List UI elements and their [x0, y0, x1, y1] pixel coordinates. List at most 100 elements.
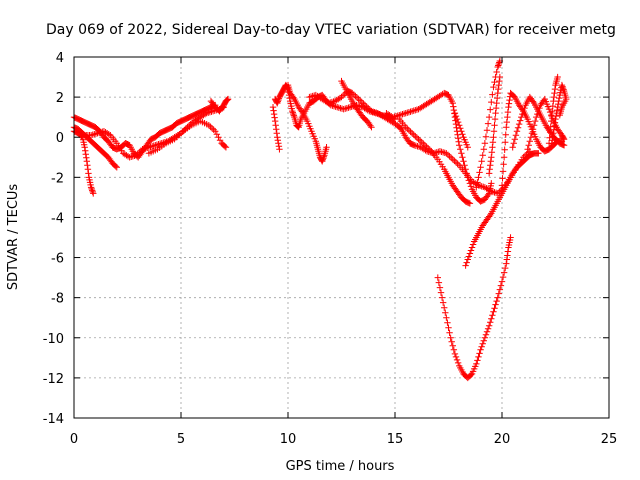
data-point: [435, 279, 443, 286]
data-point: [466, 180, 474, 187]
data-point: [477, 346, 484, 354]
data-point: [548, 111, 555, 119]
series-arc-14: [451, 109, 471, 151]
data-point: [458, 128, 465, 135]
data-point: [339, 92, 347, 99]
data-point: [506, 96, 513, 104]
data-point: [426, 146, 433, 153]
data-point: [481, 140, 489, 147]
axis-ticks: 0 5 10 15 20 25 -14 -12 -10 -8 -6 -4 -2 0 2 4: [43, 51, 618, 447]
data-point: [121, 151, 129, 158]
data-point: [193, 115, 201, 123]
data-point: [495, 60, 502, 68]
data-point: [319, 158, 326, 165]
data-point: [294, 123, 302, 130]
data-point: [452, 112, 460, 120]
data-point: [496, 188, 503, 196]
data-point: [400, 110, 408, 117]
data-point: [475, 353, 482, 361]
data-point: [423, 100, 430, 108]
data-point: [132, 152, 140, 159]
data-point: [306, 93, 313, 101]
data-point: [387, 117, 394, 125]
data-point: [487, 211, 494, 219]
data-point: [556, 94, 563, 102]
data-point: [513, 128, 521, 135]
data-point: [535, 107, 542, 115]
y-tick-label: -2: [51, 171, 64, 186]
data-point: [273, 126, 280, 133]
data-point: [389, 118, 396, 126]
data-point: [126, 154, 133, 161]
data-point: [394, 112, 401, 119]
data-point: [511, 136, 519, 143]
data-point: [333, 96, 340, 104]
data-point: [447, 154, 455, 161]
data-point: [445, 324, 452, 331]
data-point: [493, 94, 501, 102]
data-point: [499, 175, 506, 182]
data-point: [274, 134, 281, 141]
data-point: [558, 81, 566, 89]
data-point: [88, 185, 95, 193]
data-point: [494, 89, 501, 97]
data-point: [413, 134, 421, 141]
data-point: [408, 107, 416, 115]
data-point: [488, 154, 495, 161]
data-point: [391, 113, 398, 120]
data-point: [223, 96, 231, 104]
data-point: [480, 337, 488, 344]
data-point: [520, 107, 527, 115]
series-arc-23: [545, 73, 561, 147]
data-point: [273, 130, 280, 137]
series-arc-5: [145, 117, 230, 157]
data-point: [476, 350, 483, 357]
data-point: [312, 91, 320, 99]
y-tick-label: -8: [51, 292, 64, 307]
data-point: [463, 259, 470, 266]
data-point: [488, 149, 496, 156]
data-point: [551, 119, 559, 126]
data-point: [491, 115, 499, 123]
data-point: [120, 150, 127, 157]
data-point: [356, 102, 363, 110]
data-point: [317, 94, 324, 102]
data-point: [504, 252, 511, 259]
data-point: [503, 123, 510, 131]
data-point: [128, 153, 135, 160]
data-point: [462, 262, 469, 269]
data-point: [319, 156, 326, 163]
data-point: [439, 149, 447, 156]
data-point: [410, 107, 417, 114]
data-point: [271, 117, 279, 125]
data-point: [484, 325, 492, 332]
data-point: [491, 121, 498, 129]
data-point: [376, 110, 383, 118]
data-point: [345, 104, 352, 111]
data-point: [550, 93, 558, 101]
data-point: [429, 96, 437, 104]
data-point: [276, 146, 283, 153]
data-point: [270, 110, 278, 118]
data-point: [443, 314, 450, 321]
data-point: [412, 106, 419, 114]
data-point: [504, 113, 511, 121]
data-point: [428, 97, 435, 105]
data-point: [527, 134, 535, 141]
series-arc-6: [207, 95, 232, 115]
y-tick-label: 4: [56, 51, 64, 66]
data-point: [145, 144, 153, 151]
data-point: [423, 143, 430, 150]
data-point: [399, 110, 406, 118]
data-point: [320, 96, 328, 104]
data-point: [420, 102, 427, 110]
data-point: [560, 135, 567, 142]
data-point: [495, 85, 502, 93]
data-point: [552, 115, 559, 123]
data-point: [509, 144, 516, 151]
data-point: [207, 123, 214, 130]
data-point: [451, 157, 458, 164]
data-point: [474, 179, 481, 186]
data-point: [144, 144, 151, 151]
data-point: [495, 290, 502, 297]
